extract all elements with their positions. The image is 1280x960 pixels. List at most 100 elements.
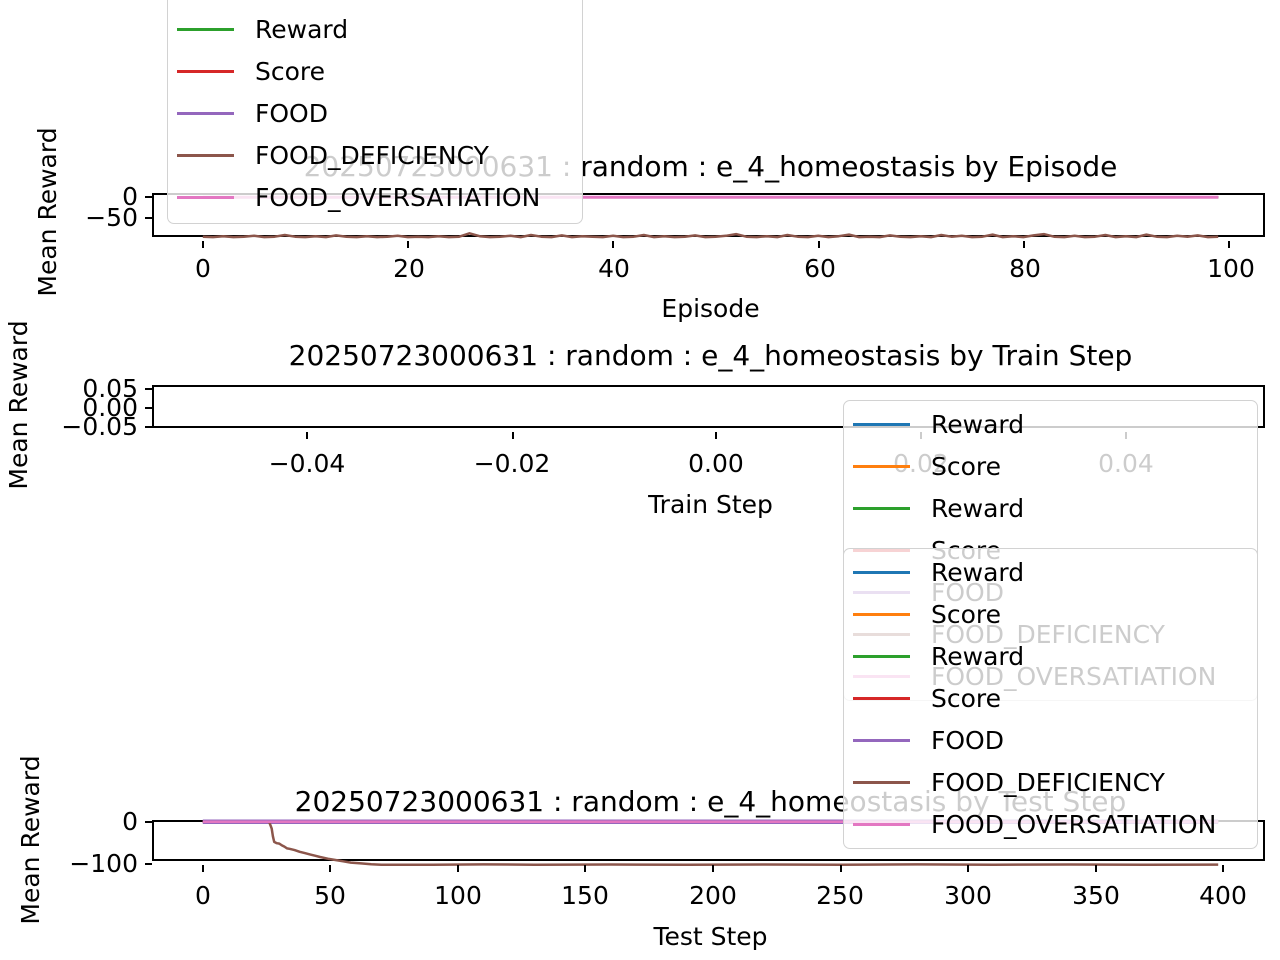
x-tick-label: 80: [1009, 254, 1041, 283]
x-tick: [715, 432, 717, 439]
x-tick: [712, 865, 714, 872]
episode-legend: Reward Score FOOD FOOD_DEFICIENCY FOOD_O…: [167, 0, 583, 224]
legend-item: Score: [168, 50, 572, 92]
legend-item: Reward: [844, 487, 1247, 529]
y-tick-label: 0.00: [82, 393, 138, 422]
legend-item: Reward: [844, 635, 1247, 677]
legend-line-sample: [177, 111, 234, 115]
legend-line-sample: [853, 464, 910, 468]
x-tick: [407, 241, 409, 248]
legend-item-label: Reward: [931, 409, 1025, 439]
series-FOOD_DEFICIENCY: [202, 232, 1219, 239]
train-step-y-axis-label: Mean Reward: [4, 320, 33, 490]
x-tick-label: 300: [944, 881, 992, 910]
train-step-plot-title: 20250723000631 : random : e_4_homeostasi…: [288, 339, 1133, 372]
x-tick: [306, 432, 308, 439]
legend-item: FOOD: [844, 719, 1247, 761]
legend-item: FOOD_DEFICIENCY: [844, 761, 1247, 803]
x-tick: [457, 865, 459, 872]
x-tick: [1095, 865, 1097, 872]
legend-item: Reward: [844, 403, 1247, 445]
legend-item-label: FOOD_DEFICIENCY: [255, 140, 489, 170]
legend-item-label: FOOD_OVERSATIATION: [255, 182, 541, 212]
legend-item-label: FOOD_DEFICIENCY: [931, 767, 1165, 797]
legend-line-sample: [853, 506, 910, 510]
y-tick-label: 0: [122, 182, 138, 211]
y-tick-label: −50: [85, 203, 138, 232]
x-tick: [1023, 241, 1025, 248]
y-tick: [145, 426, 152, 428]
legend-line-sample: [853, 612, 910, 616]
x-tick-label: 40: [598, 254, 630, 283]
legend-line-sample: [853, 696, 910, 700]
legend-item: FOOD_DEFICIENCY: [168, 134, 572, 176]
x-tick-label: 0.00: [688, 449, 744, 478]
x-tick-label: 100: [1207, 254, 1255, 283]
legend-line-sample: [177, 153, 234, 157]
legend-line-sample: [853, 654, 910, 658]
y-tick-label: 0: [122, 807, 138, 836]
x-tick: [818, 241, 820, 248]
y-tick-label: 0.05: [82, 374, 138, 403]
x-tick-label: −0.04: [268, 449, 346, 478]
x-tick-label: 60: [804, 254, 836, 283]
x-tick-label: 20: [393, 254, 425, 283]
y-tick: [145, 388, 152, 390]
legend-line-sample: [853, 738, 910, 742]
legend-item-label: FOOD: [931, 725, 1004, 755]
y-tick: [145, 821, 152, 823]
x-tick-label: 50: [314, 881, 346, 910]
test-step-legend: Reward Score Reward Score FOOD FOOD_DEFI…: [843, 548, 1258, 849]
legend-item-label: Score: [255, 56, 326, 86]
legend-item-label: FOOD: [255, 98, 328, 128]
x-tick-label: 0: [195, 881, 211, 910]
x-tick-label: 200: [689, 881, 737, 910]
y-tick-label: −100: [69, 849, 138, 878]
y-tick: [145, 196, 152, 198]
legend-item-label: Reward: [255, 14, 349, 44]
x-tick-label: 0: [195, 254, 211, 283]
y-tick: [145, 217, 152, 219]
legend-item-label: Score: [931, 599, 1002, 629]
legend-line-sample: [177, 69, 234, 73]
x-tick: [967, 865, 969, 872]
legend-line-sample: [177, 27, 234, 31]
x-tick-label: 100: [434, 881, 482, 910]
series-FOOD_DEFICIENCY: [202, 820, 1219, 866]
legend-item-label: Reward: [931, 557, 1025, 587]
legend-line-sample: [853, 822, 910, 826]
legend-item: Score: [844, 593, 1247, 635]
legend-item: Score: [844, 445, 1247, 487]
legend-line-sample: [853, 570, 910, 574]
legend-line-sample: [853, 422, 910, 426]
test-step-x-axis-label: Test Step: [653, 922, 768, 951]
legend-item: FOOD_OVERSATIATION: [844, 803, 1247, 845]
legend-item-label: FOOD_OVERSATIATION: [931, 809, 1217, 839]
x-tick: [329, 865, 331, 872]
train-step-x-axis-label: Train Step: [648, 490, 773, 519]
y-tick: [145, 407, 152, 409]
x-tick: [512, 432, 514, 439]
train-step-axes-box: [152, 385, 1265, 428]
x-tick: [1228, 241, 1230, 248]
x-tick-label: 150: [561, 881, 609, 910]
legend-item-label: Score: [931, 451, 1002, 481]
y-tick: [145, 863, 152, 865]
x-tick: [1222, 865, 1224, 872]
legend-item-label: Score: [931, 683, 1002, 713]
legend-item: FOOD_OVERSATIATION: [168, 176, 572, 218]
y-tick-label: −0.05: [61, 412, 138, 441]
legend-item: Score: [844, 677, 1247, 719]
x-tick-label: 250: [816, 881, 864, 910]
x-tick-label: −0.02: [473, 449, 551, 478]
x-tick: [202, 865, 204, 872]
legend-item: Reward: [168, 8, 572, 50]
legend-line-sample: [177, 195, 234, 199]
legend-item: FOOD: [168, 92, 572, 134]
legend-item-label: Reward: [931, 641, 1025, 671]
legend-item-label: Reward: [931, 493, 1025, 523]
legend-item: Reward: [844, 551, 1247, 593]
x-tick-label: 400: [1199, 881, 1247, 910]
x-tick-label: 350: [1072, 881, 1120, 910]
